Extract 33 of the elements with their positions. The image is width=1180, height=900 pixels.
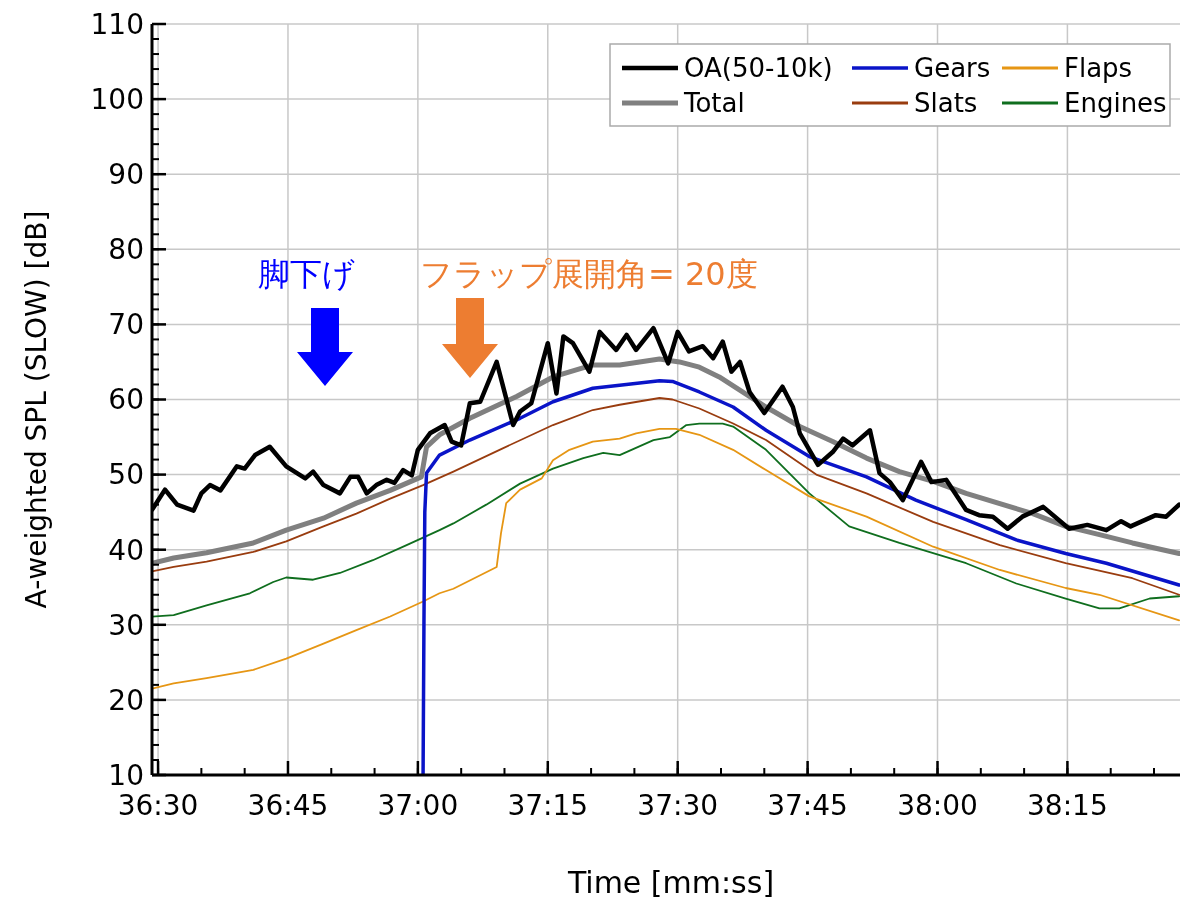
y-tick-label: 100 [90,82,144,116]
x-tick-label: 37:15 [507,789,589,822]
x-tick-label: 38:00 [897,789,978,822]
x-tick-label: 38:15 [1027,789,1108,822]
line-series [421,378,1180,775]
legend-label: Flaps [1064,53,1133,84]
legend-label: Slats [914,88,978,119]
legend-label: Gears [914,53,991,84]
x-tick-label: 37:00 [377,789,459,822]
y-tick-label: 110 [90,7,144,41]
legend-label: OA(50-10k) [684,53,833,84]
x-tick-label: 36:30 [117,789,199,822]
annotation: 脚下げ [258,255,355,293]
x-tick-label: 37:30 [637,789,719,822]
y-tick-label: 90 [108,158,144,191]
line-series [152,397,1180,596]
legend-label: Engines [1064,88,1167,119]
legend-label: Total [683,88,745,119]
y-tick-label: 60 [108,383,144,417]
y-tick-label: 50 [108,458,144,492]
y-tick-label: 40 [108,533,144,567]
y-tick-label: 70 [108,308,144,342]
annotation: フラップ展開角= 20度 [420,255,758,293]
y-tick-label: 80 [108,233,144,267]
line-series [152,427,1180,690]
x-tick-label: 36:45 [247,789,329,822]
x-tick-label: 37:45 [767,789,848,822]
line-series [152,422,1180,618]
y-axis-title: A-weighted SPL (SLOW) [dB] [20,210,53,609]
y-tick-label: 30 [108,608,144,642]
y-tick-label: 10 [108,758,144,792]
x-axis-title: Time [mm:ss] [566,865,775,900]
y-tick-label: 20 [108,683,144,717]
